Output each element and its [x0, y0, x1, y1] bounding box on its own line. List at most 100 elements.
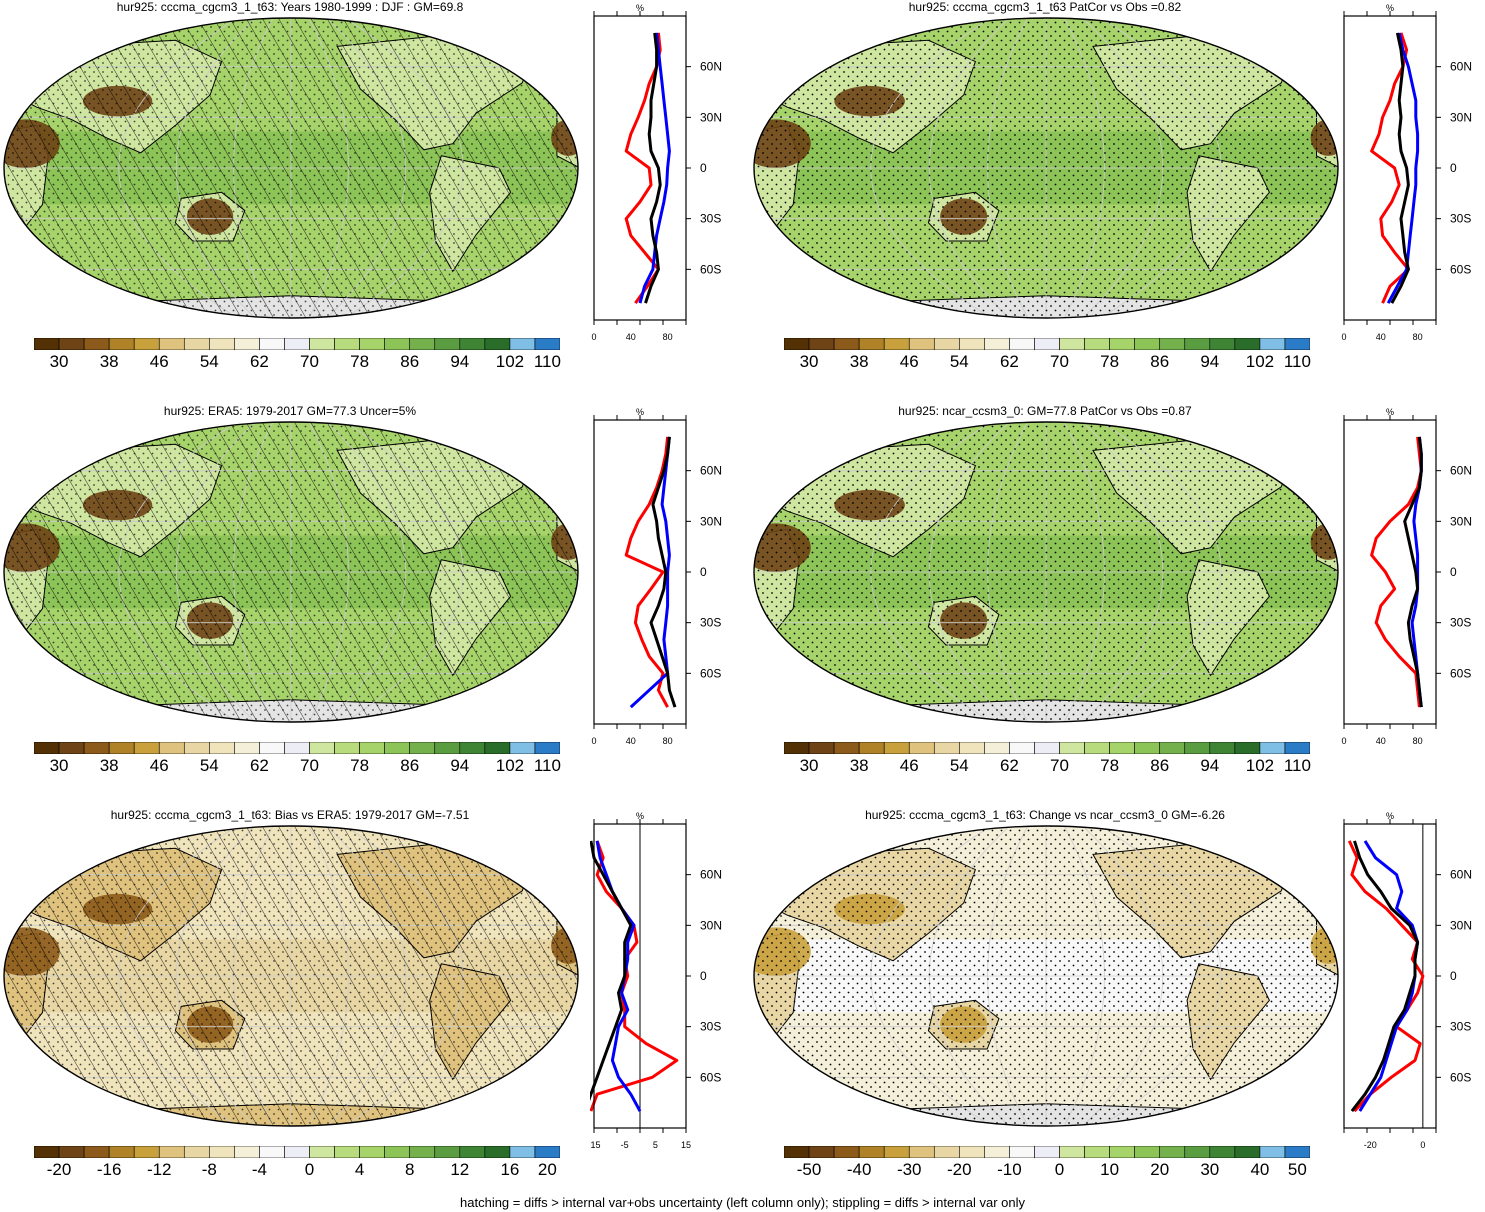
- colorbar-swatch: [833, 338, 860, 350]
- map-border: [753, 421, 1339, 723]
- profile-unit-label: %: [636, 407, 644, 417]
- profile-x-label: 0: [1341, 332, 1346, 342]
- profile-line-blue: [1386, 32, 1420, 304]
- cbar-label: 78: [1100, 352, 1120, 371]
- map-stippling: [754, 422, 1338, 722]
- cbar-label: 20: [1150, 1160, 1170, 1179]
- profile-x-label: -20: [1364, 1140, 1377, 1150]
- cbar-label: 30: [799, 352, 819, 371]
- profile-frame: [593, 15, 687, 321]
- colorbar-swatch: [409, 742, 436, 754]
- colorbar-swatch: [183, 1146, 210, 1158]
- colorbar-swatch: [183, 338, 210, 350]
- profile-lat-label: 60S: [1450, 666, 1471, 680]
- colorbar-swatch: [1284, 1146, 1310, 1158]
- map-stippling: [754, 826, 1338, 1126]
- colorbar-swatch: [334, 338, 360, 350]
- colorbar-swatch: [1159, 742, 1186, 754]
- profile-lat-label: 0: [1450, 969, 1457, 983]
- colorbar-swatch: [509, 338, 536, 350]
- colorbar-swatch: [234, 1146, 260, 1158]
- cbar-label: 86: [400, 352, 420, 371]
- colorbar-swatch: [158, 338, 185, 350]
- colorbar-swatch: [359, 742, 385, 754]
- cbar-label: 94: [1200, 352, 1220, 371]
- colorbar-swatch: [434, 338, 461, 350]
- panel-6-map: [753, 825, 1339, 1127]
- profile-lat-label: 30S: [1450, 212, 1471, 226]
- cbar-label: 110: [1283, 352, 1311, 371]
- colorbar-swatch: [459, 742, 486, 754]
- profile-lat-label: 30S: [700, 1020, 721, 1034]
- cbar-label: -30: [896, 1160, 922, 1179]
- cbar-label: 30: [799, 756, 819, 775]
- profile-x-label: 15: [681, 1140, 691, 1150]
- cbar-label: 110: [1283, 756, 1311, 775]
- colorbar-swatch: [784, 1146, 810, 1158]
- profile-lat-label: 60S: [1450, 1070, 1471, 1084]
- colorbar-swatch: [1009, 1146, 1035, 1158]
- colorbar-swatch: [459, 1146, 486, 1158]
- profile-frame: [593, 419, 687, 725]
- colorbar-swatch: [133, 338, 160, 350]
- cbar-label: 40: [1250, 1160, 1270, 1179]
- cbar-label: 78: [1100, 756, 1120, 775]
- panel-5-colorbar-labels: -20 -16 -12 -8 -4 0 4 8 12 16 20: [34, 1160, 560, 1182]
- colorbar-swatch: [959, 1146, 985, 1158]
- map-stippling: [4, 422, 578, 722]
- panel-2-title: hur925: cccma_cgcm3_1_t63 PatCor vs Obs …: [908, 0, 1182, 14]
- cbar-label: -8: [201, 1160, 217, 1179]
- colorbar-swatch: [1209, 742, 1236, 754]
- profile-lat-label: 30N: [1450, 514, 1472, 528]
- panel-5-colorbar: [34, 1146, 560, 1158]
- colorbar-swatch: [1109, 742, 1135, 754]
- colorbar-swatch: [959, 742, 985, 754]
- profile-x-label: 40: [1376, 736, 1386, 746]
- colorbar-swatch: [183, 742, 210, 754]
- cbar-label: 62: [999, 756, 1019, 775]
- colorbar-swatch: [1034, 338, 1060, 350]
- colorbar-swatch: [359, 1146, 385, 1158]
- map-field: [754, 422, 1338, 722]
- cbar-label: 94: [450, 756, 470, 775]
- colorbar-swatch: [1184, 338, 1211, 350]
- cbar-label: -20: [947, 1160, 972, 1179]
- profile-line-red: [590, 840, 679, 1112]
- colorbar-swatch: [1234, 1146, 1261, 1158]
- profile-x-label: 0: [1341, 736, 1346, 746]
- cbar-label: 94: [1200, 756, 1220, 775]
- map-field: [4, 422, 578, 722]
- cbar-label: 30: [49, 756, 69, 775]
- cbar-label: 20: [537, 1160, 557, 1179]
- cbar-label: 46: [899, 352, 919, 371]
- profile-x-label: 40: [1376, 332, 1386, 342]
- colorbar-swatch: [933, 338, 960, 350]
- cbar-label: 78: [350, 352, 370, 371]
- map-stippling: [4, 18, 578, 318]
- colorbar-swatch: [858, 742, 885, 754]
- cbar-label: 70: [1050, 352, 1069, 371]
- profile-line-blue: [595, 840, 642, 1112]
- panel-4-map: [753, 421, 1339, 723]
- colorbar-swatch: [1234, 742, 1261, 754]
- map-border: [3, 825, 579, 1127]
- map-border: [3, 17, 579, 319]
- panel-1-colorbar: [34, 338, 560, 350]
- cbar-label: 102: [495, 756, 525, 775]
- cbar-label: -12: [146, 1160, 172, 1179]
- panel-3-title: hur925: ERA5: 1979-2017 GM=77.3 Uncer=5%: [163, 404, 417, 418]
- colorbar-swatch: [409, 1146, 436, 1158]
- map-field: [4, 826, 578, 1126]
- profile-lat-label: 0: [1450, 161, 1457, 175]
- cbar-label: -16: [96, 1160, 122, 1179]
- cbar-label: 86: [1150, 756, 1170, 775]
- profile-x-label: 40: [626, 332, 636, 342]
- colorbar-swatch: [1084, 742, 1110, 754]
- profile-lat-label: 0: [700, 565, 707, 579]
- colorbar-swatch: [1159, 1146, 1186, 1158]
- panel-3-map: [3, 421, 579, 723]
- panel-3-colorbar-labels: 30 38 46 54 62 70 78 86 94 102 110: [34, 756, 561, 778]
- colorbar-swatch: [833, 1146, 860, 1158]
- profile-lat-label: 60S: [700, 262, 721, 276]
- profile-lat-label: 60S: [700, 1070, 721, 1084]
